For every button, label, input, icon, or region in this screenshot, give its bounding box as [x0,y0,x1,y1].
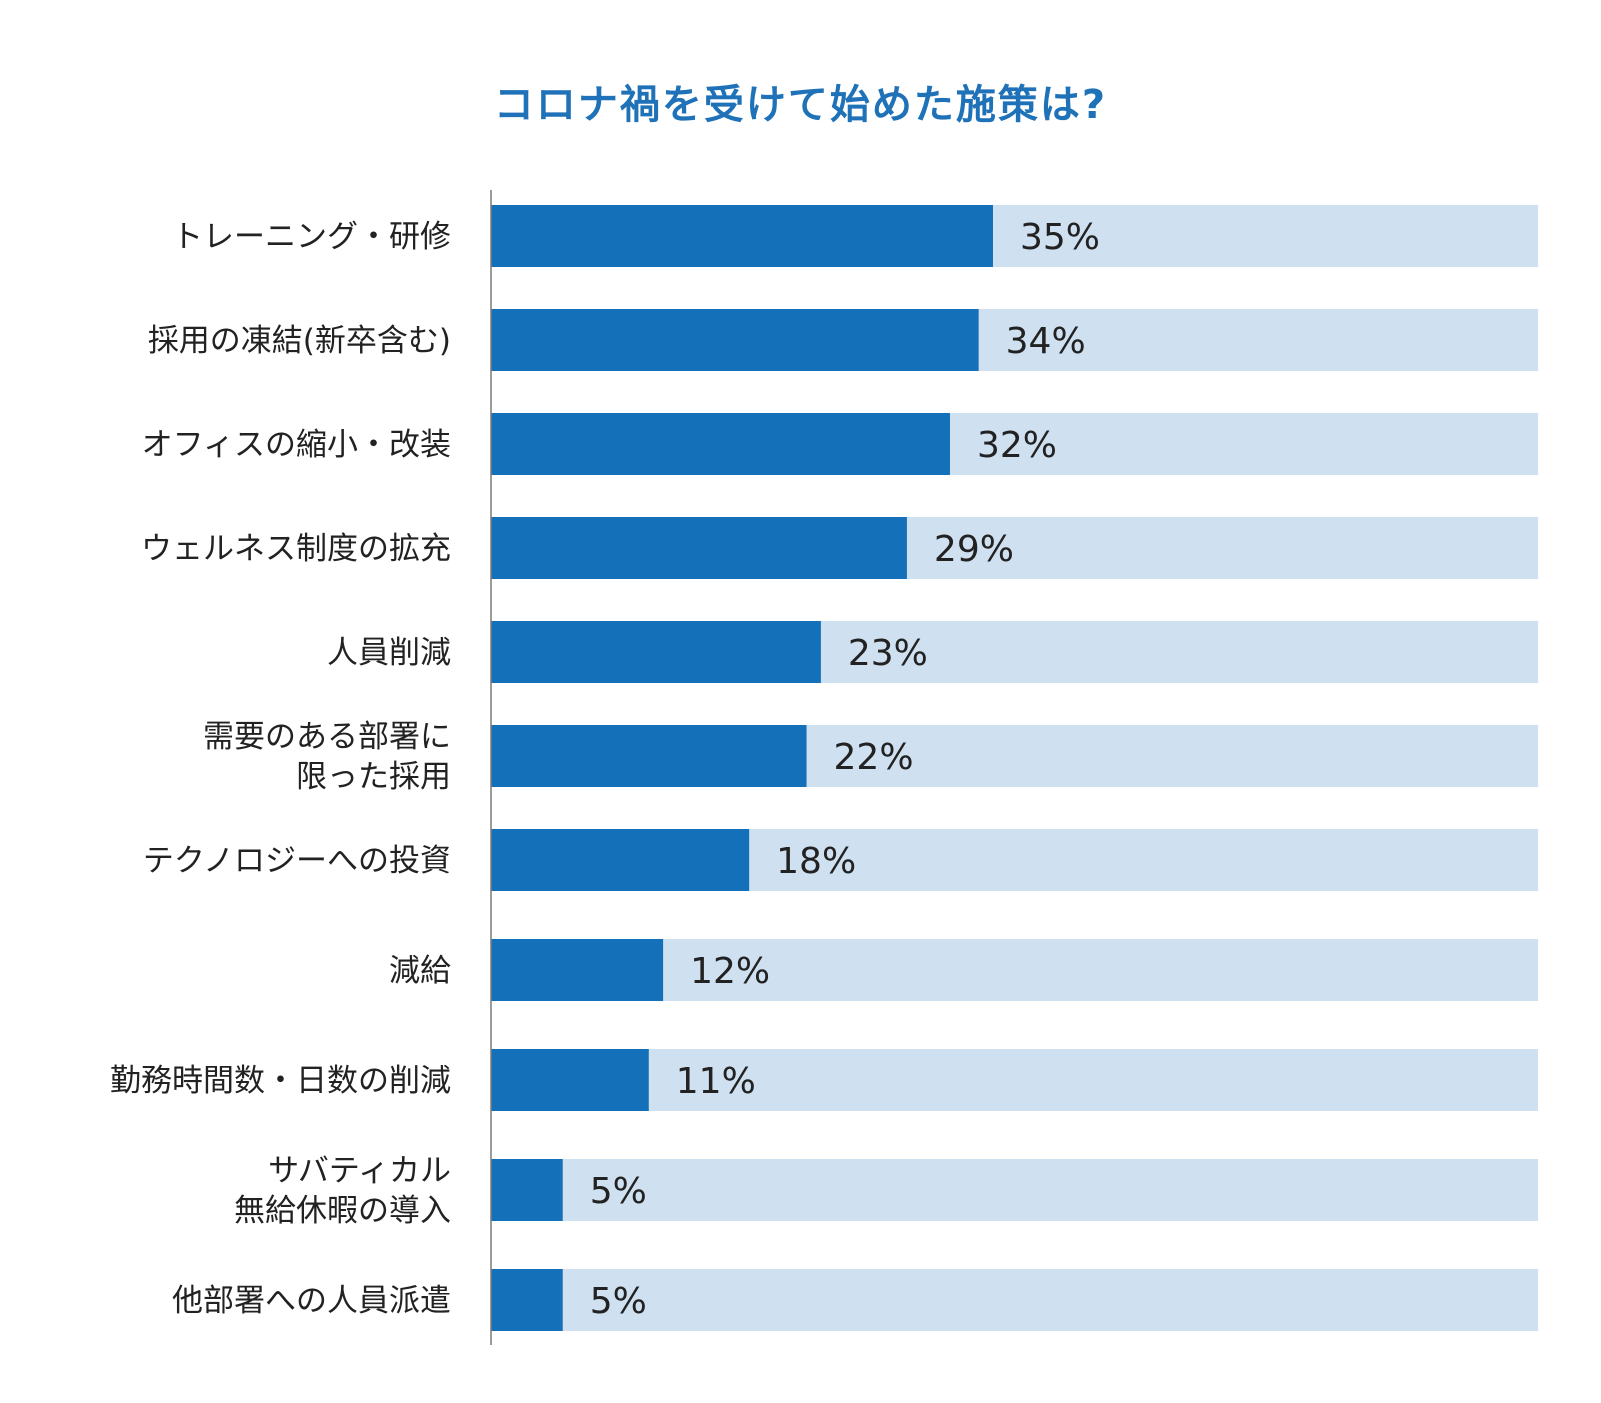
value-label-9: 5% [590,1171,647,1212]
value-label-5: 22% [834,737,914,778]
value-label-0: 35% [1020,217,1100,258]
bar-10 [491,1269,563,1331]
category-label-9-line-1: 無給休暇の導入 [234,1193,451,1229]
bar-2 [491,413,950,475]
category-label-5-line-0: 需要のある部署に [203,719,451,755]
category-label-0: トレーニング・研修 [172,219,451,255]
chart-title: コロナ禍を受けて始めた施策は? [493,82,1108,128]
category-label-1: 採用の凍結(新卒含む) [148,323,451,359]
category-label-4: 人員削減 [327,635,451,671]
bar-track-7 [491,939,1538,1001]
bar-9 [491,1159,563,1221]
bar-0 [491,205,993,267]
value-label-6: 18% [776,841,856,882]
bar-7 [491,939,664,1001]
value-label-3: 29% [934,529,1014,570]
bar-track-8 [491,1049,1538,1111]
category-label-5-line-1: 限った採用 [296,759,451,795]
value-label-1: 34% [1006,321,1086,362]
category-label-7: 減給 [389,953,451,989]
value-label-2: 32% [977,425,1057,466]
bar-6 [491,829,750,891]
value-label-8: 11% [676,1061,756,1102]
value-label-4: 23% [848,633,928,674]
category-label-6: テクノロジーへの投資 [143,843,451,879]
value-label-7: 12% [690,951,770,992]
category-label-8: 勤務時間数・日数の削減 [110,1063,451,1099]
bar-track-10 [491,1269,1538,1331]
category-label-10: 他部署への人員派遣 [172,1283,451,1319]
category-label-2: オフィスの縮小・改装 [142,427,451,463]
bar-5 [491,725,807,787]
bar-4 [491,621,821,683]
category-label-3: ウェルネス制度の拡充 [141,531,451,567]
category-label-9-line-0: サバティカル [268,1153,451,1189]
bar-8 [491,1049,649,1111]
value-label-10: 5% [590,1281,647,1322]
bar-track-9 [491,1159,1538,1221]
bar-1 [491,309,979,371]
bar-3 [491,517,907,579]
